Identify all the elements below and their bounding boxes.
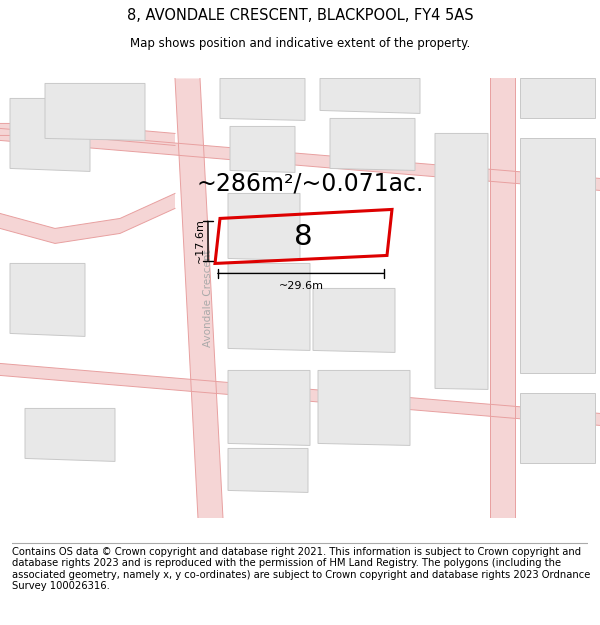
Polygon shape	[0, 129, 600, 191]
Polygon shape	[490, 78, 515, 518]
Polygon shape	[0, 363, 600, 426]
Polygon shape	[175, 78, 223, 518]
Polygon shape	[228, 448, 308, 493]
Polygon shape	[520, 78, 595, 119]
Text: Avondale Crescent: Avondale Crescent	[203, 249, 213, 348]
Polygon shape	[45, 83, 145, 141]
Text: Contains OS data © Crown copyright and database right 2021. This information is : Contains OS data © Crown copyright and d…	[12, 547, 590, 591]
Polygon shape	[220, 78, 305, 121]
Text: 8, AVONDALE CRESCENT, BLACKPOOL, FY4 5AS: 8, AVONDALE CRESCENT, BLACKPOOL, FY4 5AS	[127, 8, 473, 23]
Polygon shape	[228, 371, 310, 446]
Text: ~286m²/~0.071ac.: ~286m²/~0.071ac.	[196, 171, 424, 196]
Polygon shape	[520, 138, 595, 373]
Polygon shape	[0, 124, 175, 146]
Polygon shape	[0, 194, 175, 243]
Polygon shape	[313, 289, 395, 352]
Text: ~17.6m: ~17.6m	[195, 219, 205, 263]
Polygon shape	[25, 409, 115, 461]
Polygon shape	[318, 371, 410, 446]
Text: Map shows position and indicative extent of the property.: Map shows position and indicative extent…	[130, 38, 470, 51]
Polygon shape	[520, 394, 595, 463]
Polygon shape	[320, 78, 420, 114]
Polygon shape	[228, 264, 310, 351]
Polygon shape	[330, 119, 415, 171]
Polygon shape	[10, 98, 90, 171]
Polygon shape	[10, 264, 85, 336]
Text: 8: 8	[294, 222, 313, 251]
Text: ~29.6m: ~29.6m	[278, 281, 323, 291]
Polygon shape	[228, 194, 300, 261]
Polygon shape	[435, 134, 488, 389]
Polygon shape	[230, 126, 295, 173]
